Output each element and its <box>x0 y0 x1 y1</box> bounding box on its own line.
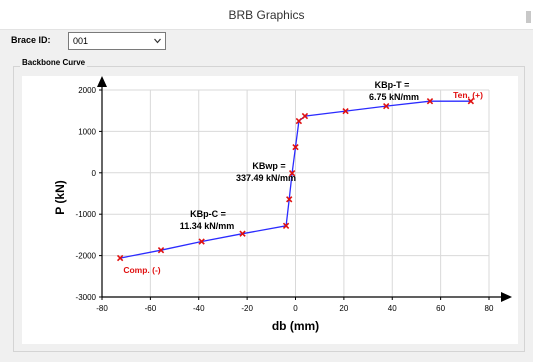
window-edge-marker <box>526 11 531 23</box>
backbone-series-line <box>119 100 471 259</box>
x-tick-label: 0 <box>293 304 298 313</box>
kbp-t-value: 6.75 kN/mm <box>369 92 419 102</box>
x-tick-label: -80 <box>96 304 108 313</box>
data-point-marker <box>467 98 475 105</box>
data-point-marker <box>282 222 290 229</box>
y-tick-label: -1000 <box>76 210 97 219</box>
data-point-marker <box>198 238 205 245</box>
x-tick-label: -20 <box>241 304 253 313</box>
data-point-marker <box>239 230 246 237</box>
data-point-marker <box>286 196 293 203</box>
x-tick-label: 60 <box>436 304 445 313</box>
y-tick-label: 2000 <box>78 86 96 95</box>
kbp-c-label: KBp-C = <box>190 209 226 219</box>
y-axis-arrow-icon <box>97 76 107 87</box>
title-bar: BRB Graphics <box>0 0 533 30</box>
x-tick-label: 80 <box>485 304 494 313</box>
x-tick-label: -60 <box>145 304 157 313</box>
backbone-group <box>13 66 525 352</box>
data-point-marker <box>426 98 434 105</box>
x-tick-label: -40 <box>193 304 205 313</box>
backbone-group-title: Backbone Curve <box>20 58 88 67</box>
kbp-t-label: KBp-T = <box>375 80 410 90</box>
tension-label: Ten. (+) <box>453 90 483 100</box>
kbwp-value: 337.49 kN/mm <box>236 173 296 183</box>
data-point-marker <box>288 170 296 177</box>
data-point-marker <box>301 112 309 120</box>
y-tick-label: -2000 <box>76 252 97 261</box>
y-axis-title: P (kN) <box>53 180 67 214</box>
chevron-down-icon <box>154 38 161 44</box>
window-title: BRB Graphics <box>228 8 305 22</box>
data-point-marker <box>157 247 165 254</box>
y-tick-label: -3000 <box>76 293 97 302</box>
compression-label: Comp. (-) <box>123 265 160 275</box>
backbone-plot: -80 -60 -40 -20 0 20 40 60 80 -3000 -2000 -1000 0 100… <box>22 76 518 344</box>
x-tick-label: 20 <box>339 304 348 313</box>
x-axis-arrow-icon <box>501 292 512 302</box>
data-point-marker <box>383 102 390 110</box>
data-point-marker <box>295 117 303 125</box>
x-tick-label: 40 <box>388 304 397 313</box>
brace-id-label: Brace ID: <box>11 35 51 45</box>
y-tick-label: 0 <box>92 169 97 178</box>
y-tick-label: 1000 <box>78 127 96 136</box>
x-axis-title: db (mm) <box>272 319 319 333</box>
brace-id-select[interactable]: 001 <box>68 32 166 50</box>
data-point-marker <box>292 143 299 151</box>
kbwp-label: KBwp = <box>252 161 285 171</box>
data-point-marker <box>116 254 124 262</box>
data-point-marker <box>342 107 349 115</box>
backbone-chart: -80 -60 -40 -20 0 20 40 60 80 -3000 -2000 -1000 0 100… <box>53 76 512 333</box>
brace-id-value: 001 <box>73 36 89 46</box>
kbp-c-value: 11.34 kN/mm <box>180 221 235 231</box>
